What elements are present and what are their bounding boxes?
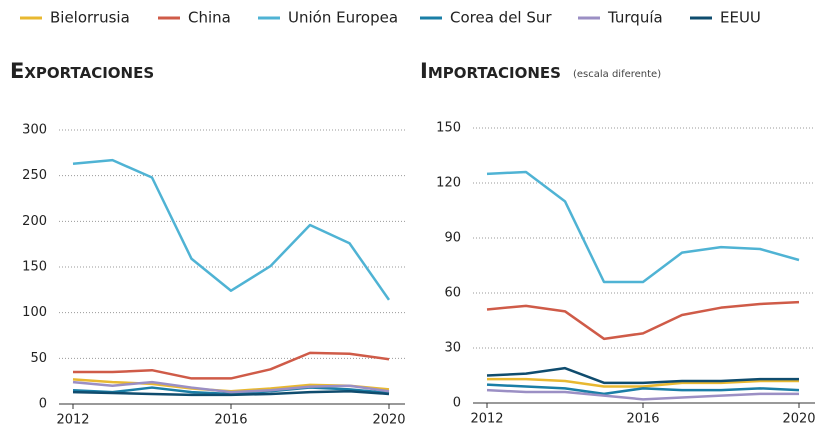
series-line	[486, 366, 799, 385]
series-line	[486, 388, 799, 401]
chart-subtitle: (escala diferente)	[573, 69, 661, 80]
x-tick-label: 2012	[470, 412, 503, 425]
series-line	[73, 351, 390, 380]
chart-title: Exportaciones	[10, 59, 154, 83]
y-tick-label: 300	[22, 123, 47, 138]
series-line	[486, 170, 800, 284]
series-line	[72, 380, 390, 394]
legend-label: Unión Europea	[288, 9, 398, 27]
legend-label: Turquía	[607, 9, 663, 27]
y-tick-label: 120	[436, 176, 461, 191]
series-line	[72, 158, 391, 301]
legend-label: EEUU	[720, 9, 761, 27]
x-tick-label: 2020	[782, 412, 815, 425]
series-line	[487, 377, 799, 388]
y-tick-label: 0	[453, 396, 461, 411]
series-line	[72, 389, 390, 397]
legend-label: Bielorrusia	[50, 9, 130, 27]
y-tick-label: 250	[22, 168, 47, 183]
series-line	[486, 383, 800, 396]
x-tick-label: 2012	[56, 413, 89, 425]
y-tick-label: 50	[30, 351, 47, 366]
y-tick-label: 90	[444, 231, 461, 246]
x-tick-label: 2016	[214, 413, 247, 425]
y-tick-label: 200	[22, 214, 47, 229]
y-tick-label: 100	[22, 305, 47, 320]
x-tick-label: 2020	[372, 413, 405, 425]
y-tick-label: 150	[22, 260, 47, 275]
x-tick-label: 2016	[626, 412, 659, 425]
y-tick-label: 30	[444, 341, 461, 356]
y-tick-label: 0	[39, 397, 47, 412]
series-line	[486, 300, 800, 341]
y-tick-label: 60	[444, 286, 461, 301]
chart-title: Importaciones	[420, 59, 561, 83]
y-tick-label: 150	[436, 121, 461, 136]
legend-label: China	[188, 9, 231, 27]
legend-label: Corea del Sur	[450, 9, 552, 27]
